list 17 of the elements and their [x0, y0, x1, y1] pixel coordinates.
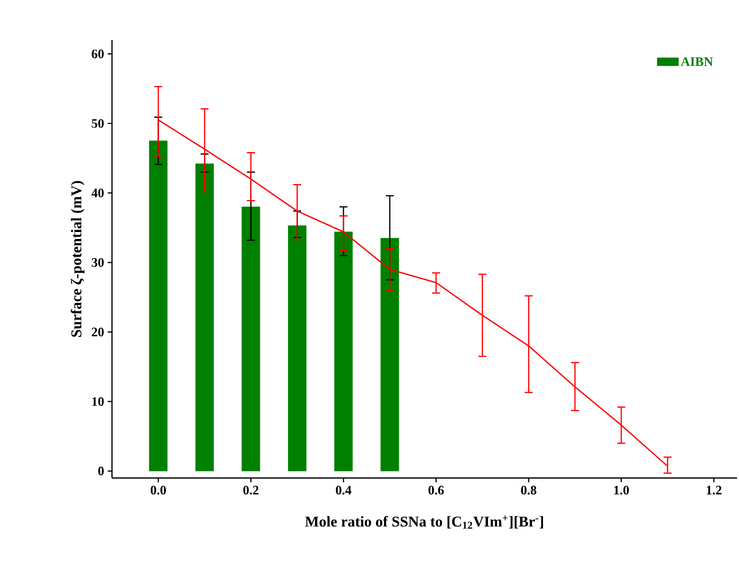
- y-axis-title: Surface ζ-potential (mV): [70, 181, 84, 337]
- x-tick-label: 0.0: [150, 486, 166, 495]
- x-tick-label: 0.2: [243, 486, 258, 495]
- x-tick-label: 0.4: [336, 486, 352, 495]
- y-tick-label: 40: [91, 188, 104, 198]
- y-tick-label: 50: [92, 119, 104, 128]
- y-tick-label: 10: [92, 397, 104, 406]
- y-tick-label: 20: [92, 328, 104, 336]
- y-tick-label: 30: [92, 258, 104, 267]
- y-tick-label: 0: [98, 466, 104, 476]
- x-tick-label: 1.0: [614, 486, 629, 495]
- x-tick-label: 1.2: [706, 486, 722, 495]
- x-tick-label: 0.6: [428, 486, 444, 495]
- x-tick-label: 0.8: [521, 486, 536, 495]
- y-tick-label: 60: [92, 50, 104, 58]
- x-axis-title: Mole ratio of SSNa to [C$_{12}$VIm$^{+}$][Br$^{-}$]: [305, 515, 544, 529]
- legend-label: AIBN: [680, 57, 713, 66]
